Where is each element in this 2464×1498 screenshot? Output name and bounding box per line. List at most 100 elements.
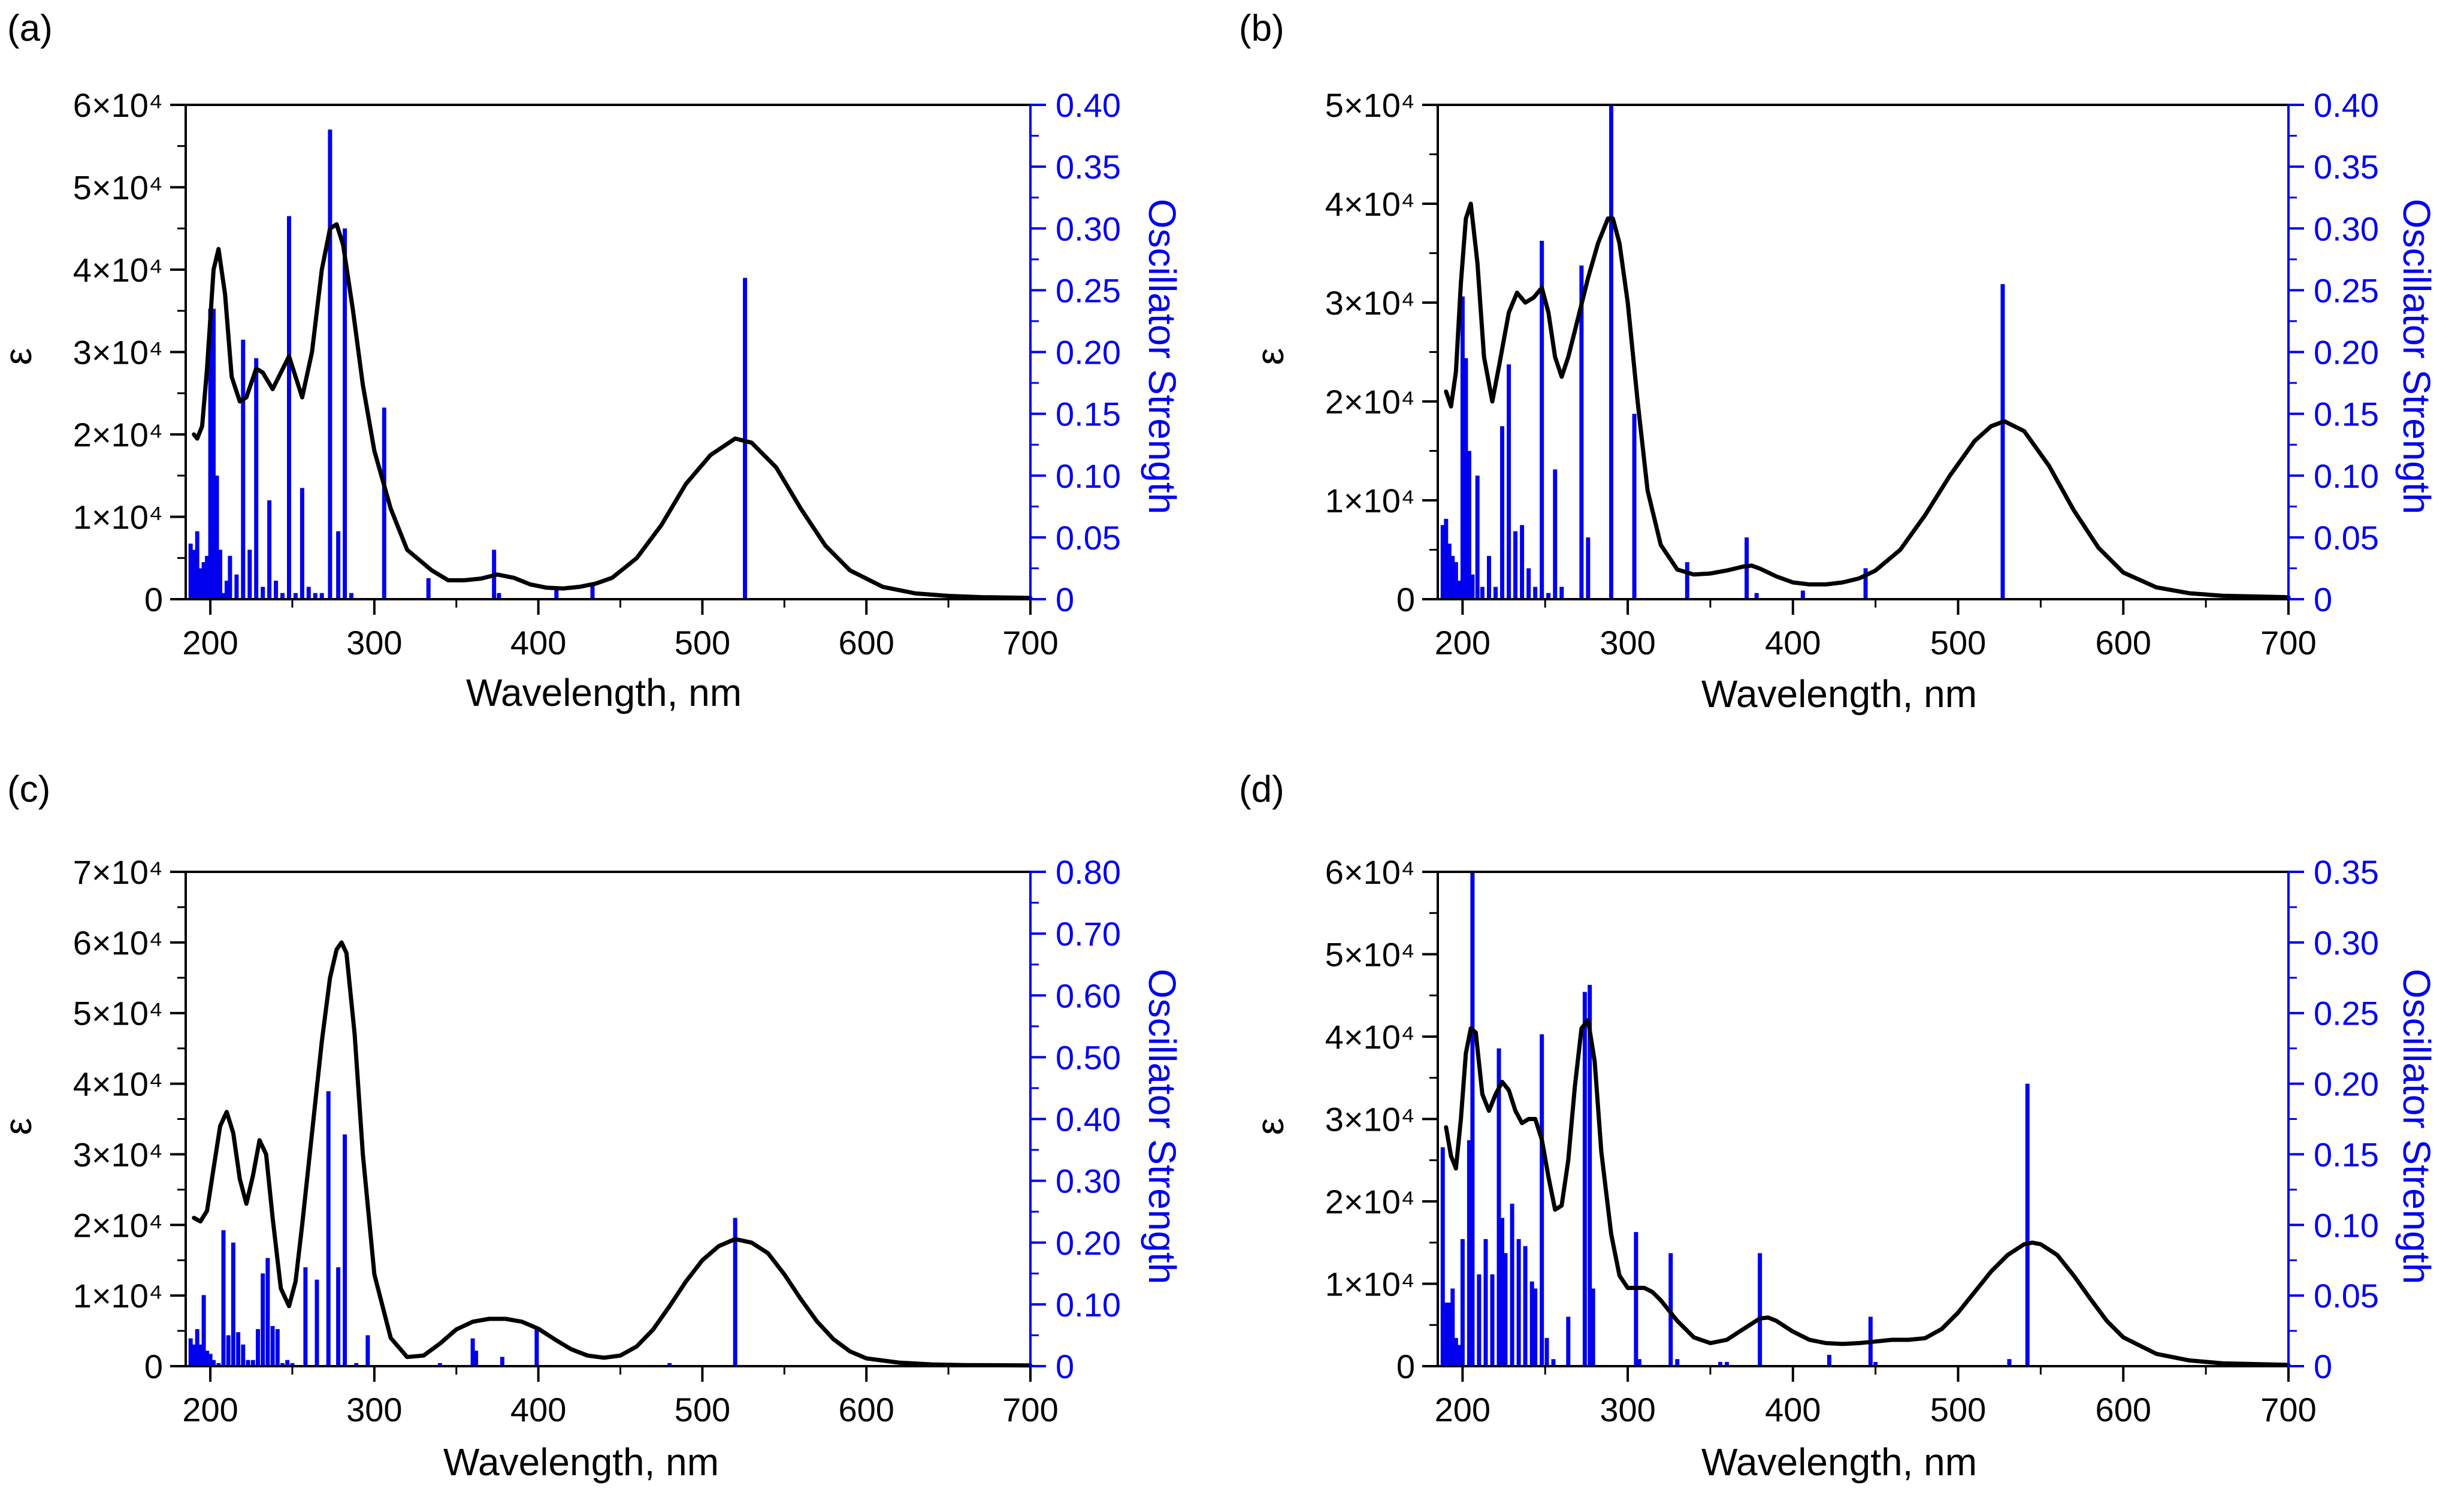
y-tick-label: 2×10⁴ [1325, 1183, 1415, 1221]
y2-tick-label: 0 [2314, 581, 2332, 618]
y-tick-label: 1×10⁴ [1325, 482, 1415, 520]
y2-tick-label: 0.35 [2314, 148, 2379, 186]
y-tick-label: 2×10⁴ [73, 416, 163, 454]
y2-tick-label: 0.40 [2314, 86, 2379, 124]
y-axis-title: ε [0, 1118, 40, 1135]
y2-tick-label: 0.20 [2314, 1065, 2379, 1103]
y2-tick-label: 0.15 [2314, 395, 2379, 433]
y-tick-label: 1×10⁴ [1325, 1266, 1415, 1303]
y-tick-label: 6×10⁴ [1325, 853, 1415, 891]
y-tick-label: 2×10⁴ [1325, 383, 1415, 421]
y-tick-label: 1×10⁴ [73, 1277, 163, 1315]
y2-axis-title: Oscillator Strength [1141, 969, 1184, 1284]
y-tick-label: 6×10⁴ [73, 86, 163, 124]
y-tick-label: 5×10⁴ [1325, 936, 1415, 974]
panel-label: (c) [7, 769, 50, 810]
panel-label: (a) [7, 8, 53, 49]
x-tick-label: 300 [1600, 1391, 1655, 1428]
y-tick-label: 4×10⁴ [73, 251, 163, 289]
y2-tick-label: 0.30 [1056, 1162, 1121, 1200]
absorption-spectrum-line [192, 940, 1033, 1368]
x-tick-label: 700 [2260, 624, 2316, 662]
x-tick-label: 300 [346, 1391, 402, 1428]
y2-tick-label: 0.20 [2314, 334, 2379, 372]
plot-frame [1437, 871, 2290, 1367]
y2-tick-label: 0.15 [2314, 1135, 2379, 1173]
x-tick-label: 400 [510, 624, 566, 662]
y2-tick-label: 0.50 [1056, 1038, 1121, 1076]
x-tick-label: 600 [838, 1391, 894, 1428]
y-tick-label: 0 [144, 581, 163, 618]
y-tick-label: 6×10⁴ [73, 924, 163, 962]
panel-a: (a) Wavelength, nm ε Oscillator Strength… [0, 8, 1184, 714]
x-tick-label: 200 [182, 624, 238, 662]
y2-tick-label: 0 [2314, 1348, 2332, 1385]
y2-tick-label: 0.20 [1056, 1224, 1121, 1262]
y-tick-label: 0 [144, 1348, 163, 1385]
y2-tick-label: 0.25 [1056, 271, 1121, 309]
y2-tick-label: 0.60 [1056, 977, 1121, 1014]
y2-tick-label: 0.30 [1056, 210, 1121, 247]
y2-tick-label: 0.20 [1056, 334, 1121, 372]
y2-tick-label: 0.70 [1056, 915, 1121, 953]
y-tick-label: 5×10⁴ [1325, 86, 1415, 124]
x-tick-label: 700 [1002, 1391, 1058, 1428]
y-tick-label: 0 [1396, 581, 1415, 618]
y2-tick-label: 0.10 [1056, 457, 1121, 495]
y2-tick-label: 0.80 [1056, 853, 1121, 891]
y2-axis-title: Oscillator Strength [2395, 199, 2438, 514]
y2-tick-label: 0.35 [2314, 853, 2379, 891]
y2-tick-label: 0.40 [1056, 86, 1121, 124]
panel-c: (c) Wavelength, nm ε Oscillator Strength… [0, 769, 1184, 1484]
x-tick-label: 400 [1765, 624, 1821, 662]
y2-tick-label: 0.40 [1056, 1101, 1121, 1138]
x-tick-label: 500 [675, 624, 730, 662]
y-axis-title: ε [1248, 1118, 1292, 1135]
y2-tick-label: 0.05 [2314, 519, 2379, 557]
y-tick-label: 4×10⁴ [73, 1065, 163, 1103]
y-axis-title: ε [0, 348, 40, 366]
x-tick-label: 400 [1765, 1391, 1821, 1428]
x-tick-label: 500 [1930, 1391, 1986, 1428]
y2-tick-label: 0 [1056, 1348, 1074, 1385]
y-tick-label: 5×10⁴ [73, 169, 163, 207]
x-tick-label: 700 [2260, 1391, 2316, 1428]
y2-tick-label: 0.05 [1056, 519, 1121, 557]
y2-tick-label: 0.10 [2314, 457, 2379, 495]
y-tick-label: 4×10⁴ [1325, 1018, 1415, 1056]
y2-tick-label: 0.25 [2314, 995, 2379, 1032]
y-tick-label: 0 [1396, 1348, 1415, 1385]
y2-axis-title: Oscillator Strength [2395, 969, 2438, 1284]
x-tick-label: 200 [1435, 624, 1491, 662]
y2-tick-label: 0.10 [1056, 1286, 1121, 1324]
x-axis-title: Wavelength, nm [443, 1440, 719, 1484]
y2-tick-label: 0.05 [2314, 1277, 2379, 1315]
x-axis-title: Wavelength, nm [1701, 1440, 1977, 1484]
y2-tick-label: 0.30 [2314, 210, 2379, 247]
y-tick-label: 3×10⁴ [1325, 284, 1415, 322]
x-axis-title: Wavelength, nm [1701, 672, 1977, 715]
x-tick-label: 300 [1600, 624, 1655, 662]
x-tick-label: 300 [346, 624, 402, 662]
x-tick-label: 400 [510, 1391, 566, 1428]
y2-tick-label: 0.15 [1056, 395, 1121, 433]
plot-frame [1437, 104, 2290, 600]
x-tick-label: 700 [1002, 624, 1058, 662]
x-tick-label: 600 [838, 624, 894, 662]
y-tick-label: 4×10⁴ [1325, 185, 1415, 223]
x-tick-label: 200 [1435, 1391, 1491, 1428]
panel-label: (b) [1239, 8, 1284, 49]
x-tick-label: 500 [675, 1391, 730, 1428]
y-tick-label: 3×10⁴ [1325, 1101, 1415, 1138]
x-tick-label: 500 [1930, 624, 1986, 662]
y2-tick-label: 0.25 [2314, 271, 2379, 309]
absorption-spectrum-line [192, 222, 1033, 600]
y-tick-label: 2×10⁴ [73, 1206, 163, 1244]
x-tick-label: 600 [2096, 624, 2151, 662]
x-axis-title: Wavelength, nm [466, 671, 742, 714]
absorption-spectrum-line [1444, 201, 2291, 600]
y2-tick-label: 0.30 [2314, 924, 2379, 962]
y-tick-label: 1×10⁴ [73, 499, 163, 536]
y-tick-label: 5×10⁴ [73, 995, 163, 1032]
